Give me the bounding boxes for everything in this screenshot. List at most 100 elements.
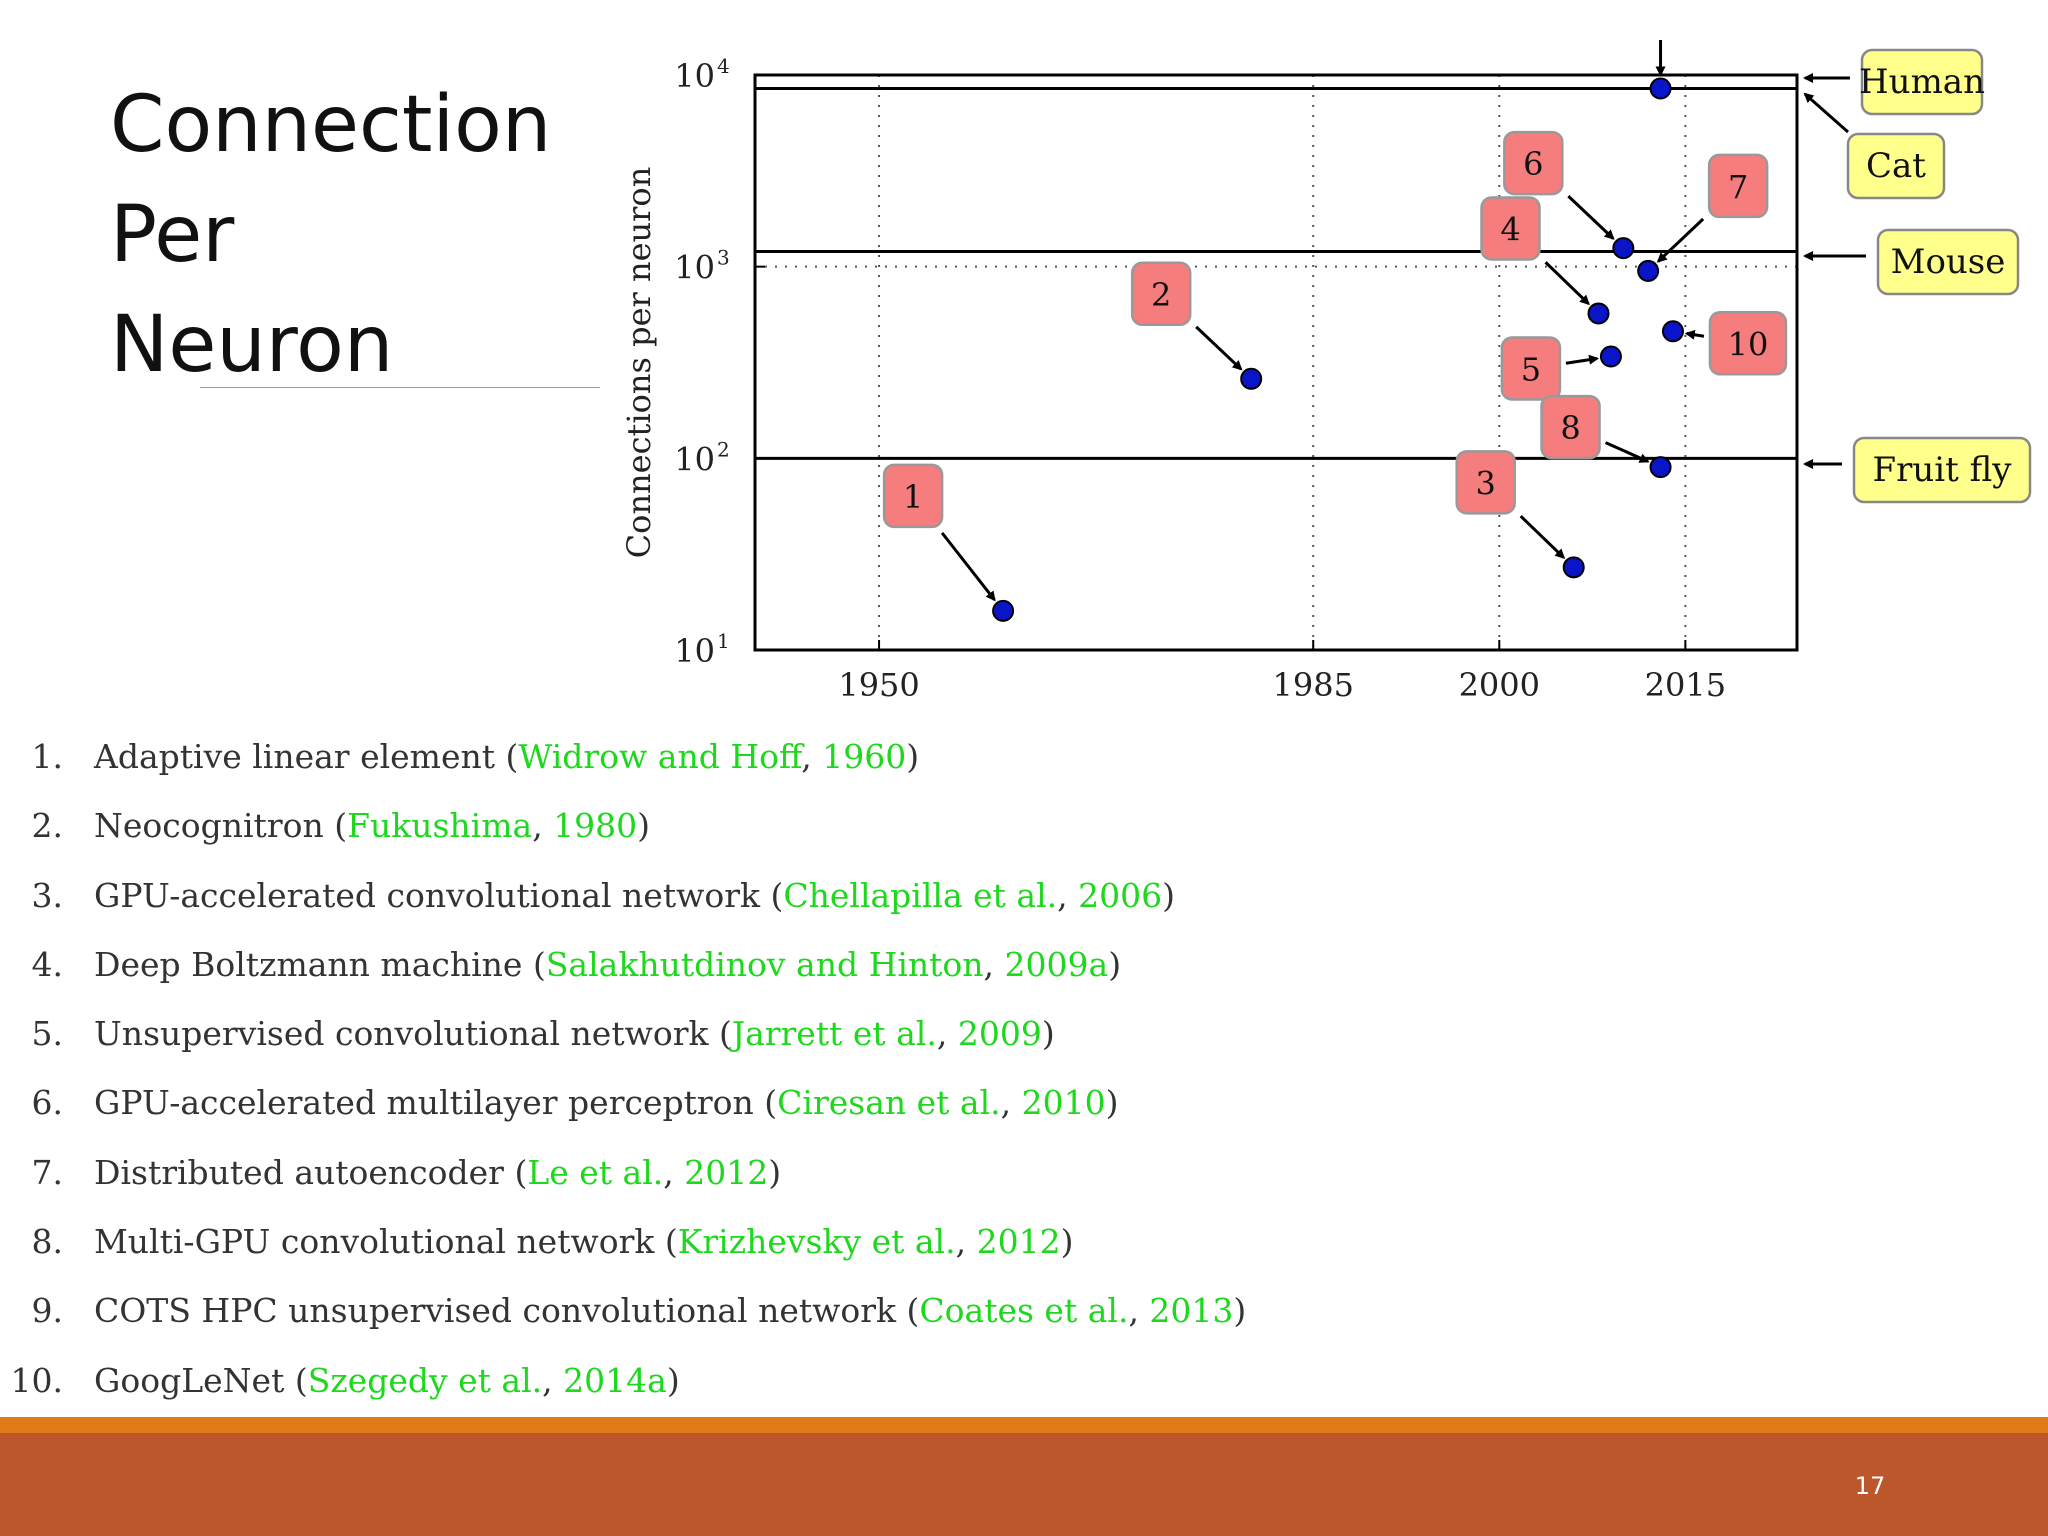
point-label-box — [1503, 130, 1564, 196]
point-label-box — [1480, 196, 1541, 261]
point-arrow — [1195, 325, 1243, 371]
footer-bar — [0, 1433, 2048, 1536]
reference-number: 3. — [31, 875, 64, 915]
reference-citation-author: Fukushima — [347, 806, 533, 846]
point-label: 2 — [1151, 276, 1171, 314]
reference-citation-year: 2012 — [684, 1152, 769, 1192]
slide-title-line: Neuron — [110, 300, 394, 390]
reference-citation-year: 2006 — [1078, 875, 1163, 915]
reference-item: 5. Unsupervised convolutional network (J… — [0, 999, 1560, 1068]
reference-text: Adaptive linear element — [94, 737, 496, 776]
reference-citation-author: Chellapilla et al. — [783, 875, 1058, 915]
footer-accent-stripe — [0, 1417, 2048, 1433]
reference-item: 2. Neocognitron (Fukushima, 1980) — [0, 791, 1560, 860]
reference-citation-year: 2014a — [563, 1360, 667, 1400]
reference-label-box — [1846, 132, 1946, 200]
reference-text: GoogLeNet — [94, 1360, 285, 1400]
reference-item: 10. GoogLeNet (Szegedy et al., 2014a) — [0, 1346, 1560, 1415]
reference-text: Unsupervised convolutional network — [94, 1014, 709, 1054]
point-label: 3 — [1476, 464, 1496, 502]
point-arrow — [1656, 217, 1705, 263]
page-number: 17 — [1854, 1472, 1886, 1500]
point-label-box — [1708, 311, 1788, 376]
data-point — [1587, 302, 1610, 325]
y-tick-label: 10 — [674, 249, 715, 287]
y-axis-label: Connections per neuron — [620, 167, 658, 559]
point-label-box — [1455, 450, 1516, 515]
slide-title-line: Connection — [110, 80, 552, 170]
y-tick-label: 10 — [674, 632, 715, 670]
reference-number: 10. — [10, 1360, 63, 1400]
point-label: 6 — [1523, 145, 1543, 183]
reference-text: GPU-accelerated convolutional network — [94, 875, 760, 915]
data-point — [1649, 77, 1672, 100]
reference-number: 7. — [31, 1152, 64, 1192]
slide-title: Connection Per Neuron — [110, 70, 590, 400]
point-label-box — [1540, 394, 1601, 460]
point-arrow — [1604, 441, 1650, 463]
point-label: 10 — [1728, 325, 1769, 363]
data-point — [1599, 345, 1622, 368]
reference-arrow — [1803, 92, 1849, 134]
point-arrow — [940, 531, 996, 602]
data-point — [1562, 556, 1585, 579]
reference-citation-author: Widrow and Hoff — [518, 737, 802, 776]
reference-number: 9. — [31, 1291, 64, 1331]
slide-title-line: Per — [110, 190, 235, 280]
reference-label-box — [1852, 436, 2032, 504]
reference-citation-author: Le et al. — [527, 1152, 664, 1192]
x-tick-label: 1950 — [838, 666, 919, 700]
y-tick-label: 10 — [674, 440, 715, 478]
title-underline — [200, 387, 600, 388]
reference-citation-year: 2012 — [976, 1222, 1061, 1262]
point-label-box — [882, 463, 944, 529]
point-label: 8 — [1560, 409, 1580, 447]
reference-number: 6. — [31, 1083, 64, 1123]
reference-number: 8. — [31, 1222, 64, 1262]
point-arrow — [1519, 515, 1566, 559]
reference-text: Deep Boltzmann machine — [94, 944, 523, 984]
reference-citation-author: Salakhutdinov and Hinton — [545, 944, 984, 984]
connections-chart: Human Cat Mouse Fruit fly 1950 1985 2000 2015 10… — [620, 40, 2032, 700]
reference-citation-author: Coates et al. — [919, 1291, 1129, 1331]
reference-citation-year: 2009 — [957, 1014, 1042, 1054]
y-tick-exponent: 3 — [717, 246, 730, 270]
reference-citation-year: 2010 — [1021, 1083, 1106, 1123]
reference-item: 6. GPU-accelerated multilayer perceptron… — [0, 1068, 1560, 1137]
reference-label-box — [1860, 48, 1984, 116]
reference-citation-author: Krizhevsky et al. — [677, 1222, 956, 1262]
reference-label: Mouse — [1891, 242, 2006, 282]
y-tick-exponent: 4 — [717, 54, 730, 78]
point-label: 1 — [903, 478, 923, 516]
point-label-box — [1130, 261, 1192, 327]
data-point — [992, 599, 1015, 622]
reference-text: GPU-accelerated multilayer perceptron — [94, 1083, 754, 1123]
reference-item: 8. Multi-GPU convolutional network (Kriz… — [0, 1207, 1560, 1276]
point-arrow — [1565, 354, 1600, 365]
x-tick-label: 2015 — [1645, 666, 1726, 700]
point-arrow — [1567, 195, 1615, 240]
data-point — [1637, 259, 1660, 282]
plot-frame — [753, 73, 1799, 652]
reference-item: 3. GPU-accelerated convolutional network… — [0, 861, 1560, 930]
reference-text: COTS HPC unsupervised convolutional netw… — [94, 1291, 897, 1331]
reference-citation-author: Szegedy et al. — [307, 1360, 543, 1400]
point-label-box — [1707, 153, 1769, 219]
reference-citation-author: Jarrett et al. — [731, 1014, 937, 1054]
reference-number: 2. — [31, 806, 64, 846]
reference-label: Fruit fly — [1873, 450, 2013, 490]
point-label-box — [1500, 336, 1562, 401]
reference-citation-year: 1980 — [553, 806, 638, 846]
reference-label-box — [1876, 228, 2020, 296]
reference-item: 4. Deep Boltzmann machine (Salakhutdinov… — [0, 930, 1560, 999]
point-label: 5 — [1521, 350, 1541, 388]
y-tick-label: 10 — [674, 57, 715, 95]
point-label: 4 — [1500, 210, 1520, 248]
reference-number: 5. — [31, 1014, 64, 1054]
data-point — [1612, 237, 1635, 260]
reference-text: Distributed autoencoder — [94, 1152, 504, 1192]
reference-list: 1. Adaptive linear element (Widrow and H… — [0, 722, 1560, 1415]
point-arrow — [1684, 329, 1705, 340]
x-tick-label: 2000 — [1459, 666, 1540, 700]
x-tick-label: 1985 — [1272, 666, 1353, 700]
